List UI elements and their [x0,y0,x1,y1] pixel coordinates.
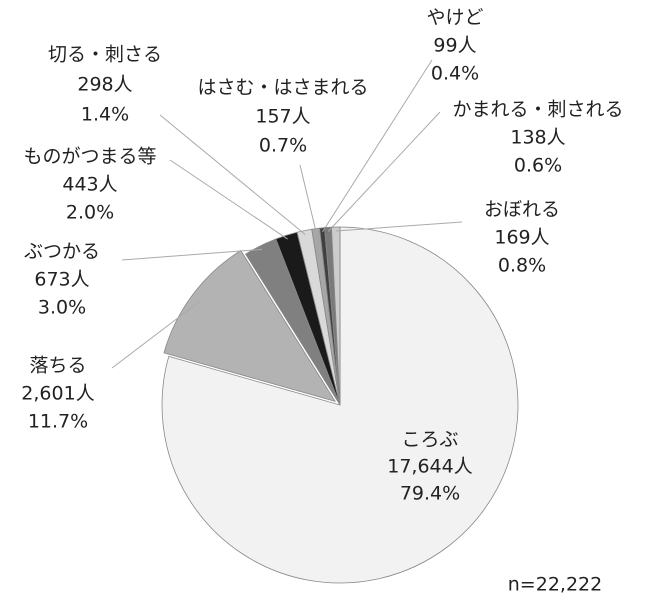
slice-label: 11.7% [28,411,88,433]
leader-line [111,300,202,369]
slice-label: 157人 [255,106,310,128]
slice-label: 2.0% [66,202,114,224]
slice-label: 17,644人 [387,456,472,478]
leader-line [327,111,441,232]
slice-label: 1.4% [81,104,129,126]
leader-line [299,164,317,233]
slice-label: 0.6% [514,155,562,177]
slice-label: ものがつまる等 [23,146,156,168]
slice-label: 0.7% [259,135,307,157]
leader-line [121,248,263,261]
slice-label: ころぶ [401,429,458,451]
pie-slice [163,249,337,403]
slice-label: 0.8% [498,255,546,277]
leader-line [169,159,288,240]
slice-label: 673人 [34,269,89,291]
slice-label: おぼれる [484,199,560,221]
slice-label: 79.4% [400,483,460,505]
sample-size-note: n=22,222 [508,574,602,596]
pie-slice [331,226,341,406]
slice-label: 3.0% [38,297,86,319]
slice-label: 169人 [494,227,549,249]
slice-label: 99人 [433,35,476,57]
leader-line [335,221,463,232]
slice-label: 落ちる [29,355,86,377]
leader-line [322,59,433,233]
slice-label: 0.4% [431,63,479,85]
slice-label: 切る・刺さる [48,44,162,66]
slice-label: やけど [426,7,483,29]
slice-label: ぶつかる [24,241,100,263]
slice-label: はさむ・はさまれる [197,77,368,99]
slice-label: かまれる・刺される [452,99,623,121]
slice-label: 298人 [77,74,132,96]
slice-label: 443人 [62,174,117,196]
slice-label: 138人 [510,127,565,149]
leader-line [159,114,306,235]
slice-label: 2,601人 [21,383,94,405]
